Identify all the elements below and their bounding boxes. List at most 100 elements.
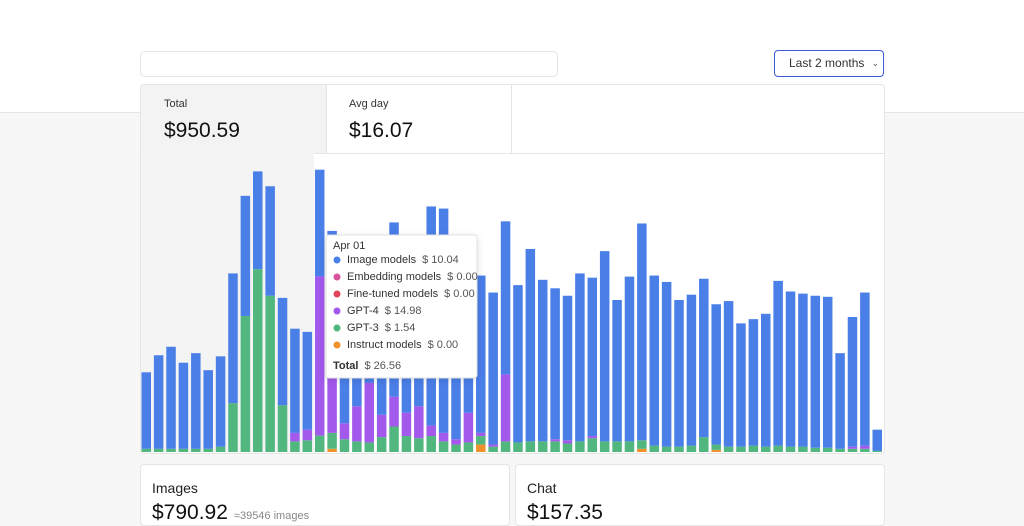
series-name: Instruct models [347,339,422,351]
bar-segment [761,446,771,452]
bar-segment [686,445,697,452]
bar-segment [637,448,647,452]
avg-tab[interactable]: Avg day $16.07 [326,85,512,154]
bar-segment [562,443,573,452]
range-label: Last 2 months [789,56,865,70]
series-value: $ 10.04 [422,254,459,266]
bar-segment [389,426,399,452]
bar-segment [426,425,436,437]
bar-segment [178,448,189,452]
bar-segment [277,297,288,406]
series-value: $ 1.54 [385,322,416,334]
tooltip-row: GPT-3 $ 1.54 [347,322,415,334]
bar-segment [327,448,337,452]
bar-segment [339,439,350,452]
legend-dot [333,324,341,332]
bar-segment [376,414,387,438]
page: { "filter": {"range": "Last 2 months"}, … [0,50,1024,526]
bar-segment [265,186,275,296]
bar-segment [612,299,622,442]
legend-dot [333,256,341,264]
bar-segment [550,439,560,442]
bar-segment [438,441,449,452]
bar-segment [302,331,313,430]
bar-segment [203,370,213,449]
bar-segment [835,448,845,452]
bar-segment [500,221,511,375]
bar-segment [847,448,858,452]
bar-segment [822,447,833,452]
card-value: $157.35 [527,501,603,524]
total-label: Total [333,360,358,372]
bar-segment [314,276,325,436]
bar-segment [761,313,771,447]
bar-segment [265,295,275,452]
bar-segment [215,446,226,452]
bar-segment [624,276,635,442]
bar-segment [550,288,560,440]
bar-segment [699,278,709,438]
series-name: Fine-tuned models [347,288,439,300]
card-value: $790.92 ≈39546 images [152,501,309,525]
bar-segment [476,444,486,452]
bar-segment [860,292,870,446]
bar-segment [711,304,721,445]
bar-segment [141,448,151,452]
series-value: $ 0.00 [447,271,478,283]
bar-segment [513,442,523,452]
bar-segment [476,432,486,437]
bar-segment [637,440,647,449]
bar-segment [376,437,387,452]
bar-segment [773,445,783,452]
bar-segment [748,319,759,446]
tooltip-row: Fine-tuned models $ 0.00 [347,288,475,300]
bar-segment [290,328,300,433]
bar-segment [215,356,226,447]
bar-segment [476,436,486,445]
bar-segment [587,438,598,452]
bar-segment [711,449,721,452]
series-name: GPT-3 [347,322,379,334]
bar-segment [674,299,684,447]
tab-label: Avg day [349,98,389,110]
bar-segment [488,292,498,445]
bar-segment [327,326,337,433]
bar-segment [203,448,213,452]
bar-segment [661,281,672,447]
bar-segment [141,372,151,449]
bar-segment [290,441,300,452]
bar-segment [798,446,808,452]
bar-segment [290,432,300,442]
bar-segment [822,296,833,448]
bar-segment [860,448,870,452]
bar-segment [773,280,783,446]
total-value: $ 26.56 [364,360,401,372]
legend-dot [333,273,341,281]
bar-segment [166,448,176,452]
series-value: $ 14.98 [385,305,422,317]
bar-segment [699,437,709,452]
tooltip-row: Embedding models $ 0.00 [347,271,478,283]
bar-segment [624,441,635,452]
range-select[interactable]: Last 2 months ⌄ [774,50,884,77]
bar-segment [872,429,883,451]
bar-segment [575,441,585,452]
bar-segment [191,448,201,452]
bar-segment [711,444,721,450]
bar-segment [364,382,375,443]
bar-segment [637,223,647,441]
search-input[interactable] [140,51,558,77]
bar-segment [463,442,474,452]
tooltip-date: Apr 01 [333,240,365,252]
bar-segment [166,346,176,449]
bar-segment [587,436,598,439]
bar-segment [426,436,436,452]
bar-segment [674,446,684,452]
bar-segment [525,441,536,452]
bar-segment [562,295,573,441]
bar-segment [785,446,796,452]
bar-segment [748,445,759,452]
bar-segment [153,355,164,449]
bar-segment [302,429,313,441]
bar-segment [228,273,238,404]
